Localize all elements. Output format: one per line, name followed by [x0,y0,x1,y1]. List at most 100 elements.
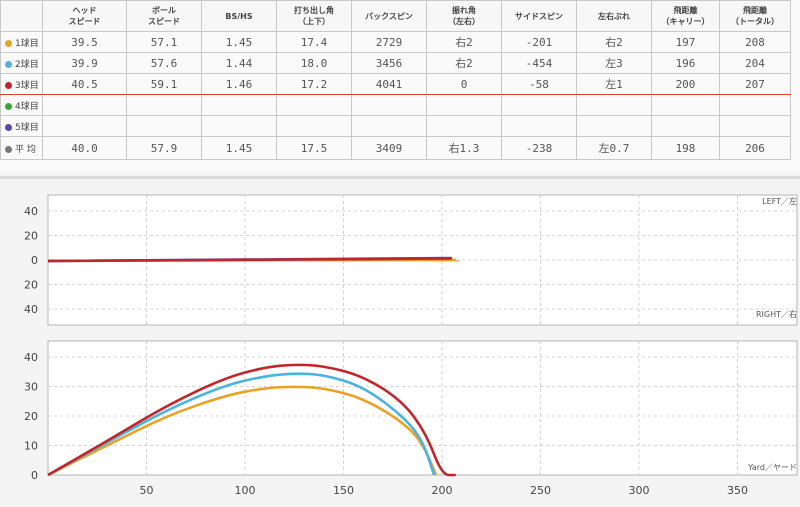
table-cell [126,94,202,116]
row-label-text: 平 均 [15,144,36,155]
table-cell [576,94,652,116]
column-header: 飛距離 （キャリー） [651,0,720,32]
column-header: 打ち出し角 （上下） [276,0,352,32]
column-header-line2: スピード [68,17,101,26]
table-cell: 17.2 [276,73,352,95]
table-row[interactable]: 平 均 40.0 57.9 1.45 17.5 3409 右1.3 -238 左0.7 198 20… [0,136,791,160]
column-header: ボール スピード [126,0,202,32]
y-tick-label: 10 [24,440,38,453]
x-tick-label: 200 [432,484,453,497]
table-row[interactable]: 5球目 [0,115,791,137]
y-tick-label: 0 [31,254,38,267]
column-header-line1: ボール [152,6,176,15]
table-cell: 39.5 [42,31,127,53]
row-label: 4球目 [0,94,43,116]
column-header-line1: 打ち出し角 [294,6,334,15]
series-dot-icon [5,81,12,89]
table-cell: 40.5 [42,73,127,95]
table-cell: 197 [651,31,720,53]
row-label-text: 2球目 [15,59,39,70]
table-cell: 右2 [576,31,652,53]
table-cell [276,115,352,137]
column-header-line1: 左右ぶれ [598,11,630,21]
table-cell: 0 [426,73,502,95]
side-trajectory-line [47,363,456,477]
column-header-line2: （トータル） [731,17,779,26]
side-trajectory-line [47,372,436,477]
row-label: 2球目 [0,52,43,74]
column-header: バックスピン [351,0,427,32]
table-row[interactable]: 4球目 [0,94,791,116]
table-cell: 198 [651,136,720,160]
table-cell: 右1.3 [426,136,502,160]
table-cell [651,94,720,116]
y-tick-label: 40 [24,205,38,218]
column-header-line1: バックスピン [365,11,413,21]
y-tick-label: 20 [24,410,38,423]
table-cell: -201 [501,31,577,53]
table-cell [501,115,577,137]
top-view-chart: 40 20 0 20 40 LEFT／左 RIGHT／右 [24,194,798,326]
column-header-line1: 飛距離 [743,6,767,15]
table-cell [501,94,577,116]
table-cell [42,94,127,116]
x-tick-label: 350 [727,484,748,497]
table-cell: 右2 [426,31,502,53]
x-tick-label: 250 [530,484,551,497]
table-cell: 200 [651,73,720,95]
table-cell: 左3 [576,52,652,74]
series-dot-icon [5,145,12,153]
table-cell: 1.44 [201,52,277,74]
table-row[interactable]: 1球目 39.5 57.1 1.45 17.4 2729 右2 -201 右2 197 208 [0,31,791,53]
table-cell: 1.46 [201,73,277,95]
y-tick-label: 0 [31,469,38,482]
table-cell [351,115,427,137]
table-cell: -454 [501,52,577,74]
left-direction-label: LEFT／左 [762,196,797,206]
column-header-line2: （上下） [298,17,330,26]
table-cell: 1.45 [201,136,277,160]
row-label: 平 均 [0,136,43,160]
plot-area [47,340,798,476]
table-row[interactable]: 3球目 40.5 59.1 1.46 17.2 4041 0 -58 左1 200 207 [0,73,791,95]
column-header [0,0,43,32]
table-cell: 4041 [351,73,427,95]
table-cell: 3456 [351,52,427,74]
table-cell: 17.5 [276,136,352,160]
row-label: 5球目 [0,115,43,137]
table-cell: 2729 [351,31,427,53]
column-header: 左右ぶれ [576,0,652,32]
row-label: 3球目 [0,73,43,95]
row-label: 1球目 [0,31,43,53]
table-cell [576,115,652,137]
table-cell: 3409 [351,136,427,160]
column-header: 飛距離 （トータル） [719,0,791,32]
table-header-row: ヘッド スピード ボール スピード BS/HS 打ち出し角 （上下） バックスピン 振れ角 （左右… [0,0,791,32]
column-header-line1: サイドスピン [515,11,563,21]
x-tick-label: 100 [235,484,256,497]
table-cell: 右2 [426,52,502,74]
series-dot-icon [5,102,12,110]
column-header-line2: スピード [148,17,180,26]
table-cell: 左0.7 [576,136,652,160]
table-cell: 左1 [576,73,652,95]
row-label-text: 3球目 [15,80,39,91]
table-cell [276,94,352,116]
side-trajectory-line [47,385,438,477]
right-direction-label: RIGHT／右 [756,309,797,319]
series-dot-icon [5,123,12,131]
table-row[interactable]: 2球目 39.9 57.6 1.44 18.0 3456 右2 -454 左3 196 204 [0,52,791,74]
table-cell [201,115,277,137]
table-cell [201,94,277,116]
column-header: サイドスピン [501,0,577,32]
table-cell [719,115,791,137]
shots-table: ヘッド スピード ボール スピード BS/HS 打ち出し角 （上下） バックスピン 振れ角 （左右… [0,0,791,160]
table-cell: 40.0 [42,136,127,160]
table-cell: 57.9 [126,136,202,160]
y-tick-label: 40 [24,303,38,316]
table-cell: -58 [501,73,577,95]
row-label-text: 1球目 [15,38,39,49]
table-cell: 204 [719,52,791,74]
x-tick-label: 150 [333,484,354,497]
